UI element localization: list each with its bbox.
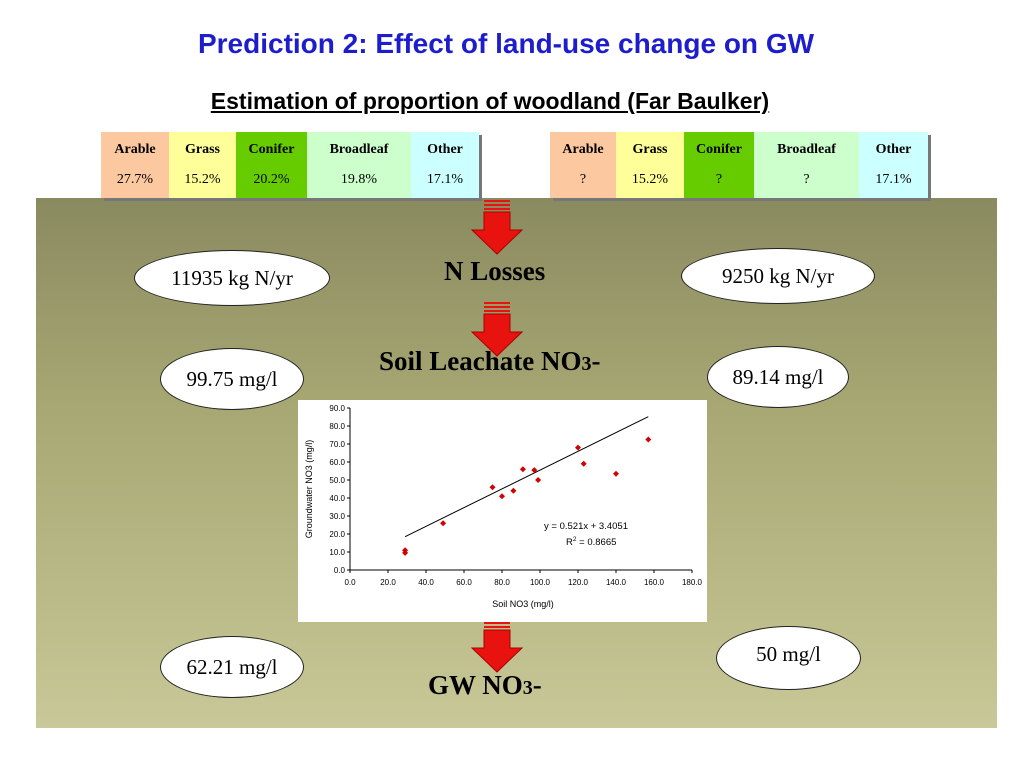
stage-gw-text: GW NO: [428, 670, 523, 700]
cell-value: ?: [803, 172, 810, 187]
data-point: [531, 467, 538, 474]
data-point: [645, 436, 652, 443]
y-tick-label: 20.0: [329, 530, 345, 539]
x-tick-label: 160.0: [644, 578, 665, 587]
left-land-use-table: Arable 27.7% Grass 15.2% Conifer 20.2% B…: [101, 132, 479, 198]
cell-label: Broadleaf: [777, 142, 836, 157]
cell-value: 15.2%: [184, 172, 221, 187]
cell-label: Grass: [185, 142, 220, 157]
cell-label: Broadleaf: [329, 142, 389, 157]
cell-value: 15.2%: [631, 172, 669, 187]
cell-value: ?: [715, 172, 723, 187]
stage-gw-suffix: -: [532, 670, 542, 700]
x-tick-label: 120.0: [568, 578, 589, 587]
scatter-chart-box: 0.0 10.0 20.0 30.0 40.0 50.0 60.0 70.0 80.0 90.0 0…: [298, 400, 707, 622]
y-tick-label: 60.0: [329, 458, 345, 467]
right-gw-oval: 50 mg/l: [716, 626, 861, 690]
right-cell-other: Other 17.1%: [859, 132, 928, 198]
stage-soil-leachate-subscript: 3: [581, 353, 592, 375]
right-cell-conifer: Conifer ?: [684, 132, 754, 198]
data-point: [580, 460, 587, 467]
data-point: [489, 484, 496, 491]
y-tick-label: 10.0: [329, 548, 345, 557]
data-point: [613, 470, 619, 477]
x-tick-label: 80.0: [494, 578, 510, 587]
x-tick-label: 60.0: [456, 578, 472, 587]
trendline-equation: y = 0.521x + 3.4051: [544, 521, 628, 532]
down-arrow-icon: [470, 200, 524, 255]
right-land-use-table: Arable ? Grass 15.2% Conifer ? Broadleaf…: [550, 132, 928, 198]
trendline: [404, 416, 649, 538]
right-cell-arable: Arable ?: [550, 132, 616, 198]
r2-superscript: 2: [573, 536, 577, 543]
x-tick-label: 180.0: [682, 578, 703, 587]
y-tick-label: 80.0: [329, 422, 345, 431]
stage-gw-subscript: 3: [522, 677, 533, 699]
data-point: [440, 520, 447, 527]
y-tick-label: 70.0: [329, 440, 345, 449]
left-gw-oval: 62.21 mg/l: [160, 636, 304, 698]
x-tick-label: 0.0: [344, 578, 356, 587]
cell-label: Arable: [562, 142, 604, 157]
data-point: [535, 477, 542, 483]
left-cell-arable: Arable 27.7%: [101, 132, 169, 198]
data-point: [402, 547, 409, 554]
cell-value: ?: [579, 172, 587, 187]
cell-label: Grass: [632, 142, 668, 157]
x-tick-label: 140.0: [606, 578, 627, 587]
cell-value: 20.2%: [253, 172, 290, 187]
y-tick-label: 50.0: [329, 476, 345, 485]
scatter-chart: 0.0 10.0 20.0 30.0 40.0 50.0 60.0 70.0 80.0 90.0 0…: [304, 404, 703, 609]
left-cell-broadleaf: Broadleaf 19.8%: [307, 132, 411, 198]
stage-soil-leachate: Soil Leachate NO3-: [379, 346, 601, 377]
cell-label: Other: [875, 142, 912, 157]
r2-value: = 0.8665: [577, 537, 617, 548]
data-point: [519, 466, 526, 473]
right-cell-broadleaf: Broadleaf ?: [754, 132, 859, 198]
left-cell-grass: Grass 15.2%: [169, 132, 236, 198]
y-axis-label: Groundwater NO3 (mg/l): [304, 440, 314, 539]
y-tick-label: 90.0: [329, 404, 345, 413]
cell-label: Other: [427, 142, 463, 157]
cell-label: Conifer: [696, 142, 742, 157]
x-tick-label: 40.0: [418, 578, 434, 587]
data-point: [499, 493, 505, 500]
data-point: [575, 444, 581, 451]
right-soil-oval: 89.14 mg/l: [707, 346, 849, 408]
left-cell-other: Other 17.1%: [411, 132, 479, 198]
x-axis-label: Soil NO3 (mg/l): [492, 599, 554, 609]
stage-soil-leachate-text: Soil Leachate NO: [379, 346, 582, 376]
left-n-losses-oval: 11935 kg N/yr: [134, 250, 330, 306]
stage-gw: GW NO3-: [428, 670, 542, 701]
left-soil-oval: 99.75 mg/l: [160, 348, 304, 410]
cell-label: Arable: [114, 142, 156, 157]
down-arrow-icon: [470, 302, 524, 357]
r2-label: R: [566, 537, 573, 548]
x-tick-label: 20.0: [380, 578, 396, 587]
cell-value: 19.8%: [340, 172, 378, 187]
y-tick-label: 40.0: [329, 494, 345, 503]
page-subtitle: Estimation of proportion of woodland (Fa…: [210, 88, 770, 114]
cell-value: 27.7%: [116, 172, 154, 187]
right-n-losses-oval: 9250 kg N/yr: [681, 248, 875, 304]
y-tick-label: 0.0: [334, 566, 346, 575]
y-tick-label: 30.0: [329, 512, 345, 521]
stage-n-losses: N Losses: [444, 256, 546, 286]
left-cell-conifer: Conifer 20.2%: [236, 132, 307, 198]
right-cell-grass: Grass 15.2%: [616, 132, 684, 198]
x-tick-label: 100.0: [530, 578, 551, 587]
data-point: [510, 487, 517, 494]
page-title: Prediction 2: Effect of land-use change …: [197, 28, 815, 59]
trendline-r2: R2 = 0.8665: [566, 536, 616, 548]
down-arrow-icon: [470, 618, 524, 673]
stage-soil-leachate-suffix: -: [591, 346, 601, 376]
cell-value: 17.1%: [426, 172, 464, 187]
cell-label: Conifer: [248, 142, 295, 157]
cell-value: 17.1%: [875, 172, 912, 187]
